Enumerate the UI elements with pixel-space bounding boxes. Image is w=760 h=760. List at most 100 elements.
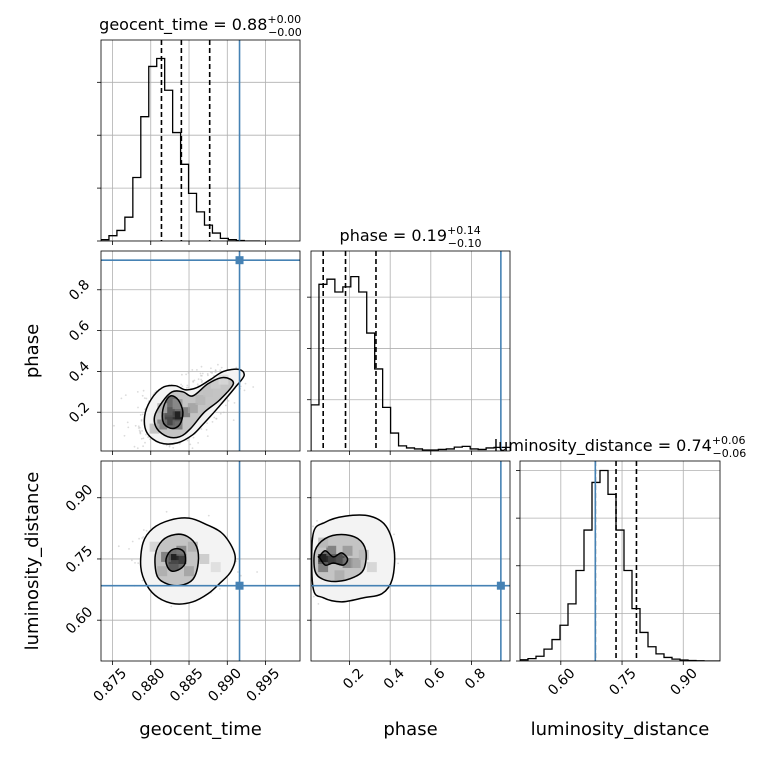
scatter-frame	[100, 250, 301, 452]
sample-point	[312, 525, 314, 528]
hist-bin	[391, 433, 399, 451]
hist-step-line	[311, 275, 510, 451]
sample-point	[147, 436, 150, 439]
sample-point	[237, 571, 239, 573]
sample-point	[307, 567, 309, 569]
sample-point	[137, 425, 140, 428]
x-tick-label: 0.885	[167, 665, 207, 705]
sample-point	[305, 549, 307, 551]
sample-point	[141, 430, 144, 432]
truth-marker	[496, 581, 505, 590]
y-tick-label: 0.4	[66, 358, 93, 385]
hist-bin	[616, 530, 624, 661]
sample-point	[134, 424, 137, 427]
density-cell	[172, 399, 183, 410]
y-tick-label: 0.90	[63, 482, 96, 515]
sample-point	[220, 366, 223, 369]
hist-bin	[109, 236, 117, 241]
title-upper-err: +0.14	[447, 224, 481, 237]
sample-point	[142, 437, 145, 440]
sample-point	[205, 428, 208, 431]
sample-point	[178, 442, 181, 445]
density-cell	[157, 566, 168, 577]
sample-point	[145, 529, 148, 532]
sample-point	[149, 438, 152, 441]
sample-point	[141, 537, 144, 539]
sample-point	[293, 533, 295, 535]
sample-point	[189, 443, 192, 446]
sample-point	[124, 394, 127, 396]
sample-point	[304, 576, 306, 578]
hist-bin	[608, 494, 616, 661]
hist-bin	[624, 571, 632, 661]
sample-point	[307, 536, 309, 538]
x-tick-label: 0.6	[421, 665, 448, 692]
scatter-panel-geocent_time-luminosity_distance	[101, 461, 300, 661]
sample-point	[187, 372, 190, 374]
x-tick-label: 0.880	[129, 665, 169, 705]
sample-point	[303, 568, 305, 570]
title-lower-err: −0.10	[448, 237, 482, 250]
sample-point	[193, 379, 196, 382]
sample-point	[139, 432, 142, 435]
sample-point	[197, 378, 200, 381]
x-tick-label: 0.890	[205, 665, 245, 705]
density-cell	[326, 545, 337, 556]
density-cell	[172, 419, 183, 430]
hist-bin	[197, 212, 205, 241]
sample-point	[197, 442, 200, 444]
sample-point	[136, 391, 139, 393]
sample-point	[123, 434, 126, 437]
sample-point	[142, 445, 145, 448]
title-luminosity_distance: luminosity_distance = 0.74+0.06 −0.06	[494, 434, 747, 460]
sample-point	[201, 374, 203, 377]
sample-point	[139, 414, 142, 416]
hist-bin	[351, 277, 359, 451]
sample-point	[170, 452, 172, 454]
density-cell	[195, 395, 206, 405]
hist-bin	[133, 178, 141, 241]
x-tick-label: 0.4	[381, 665, 408, 692]
density-cell	[184, 566, 194, 577]
sample-point	[207, 374, 209, 377]
x-tick-label: 0.90	[668, 665, 701, 698]
density-cell	[172, 411, 183, 422]
sample-point	[306, 552, 308, 554]
density-cell	[180, 407, 191, 418]
density-cell	[203, 386, 214, 397]
y-tick-label: 0.6	[66, 318, 93, 345]
sample-point	[308, 560, 310, 562]
density-cell	[149, 541, 160, 552]
sample-point	[201, 372, 204, 375]
sample-point	[186, 439, 189, 442]
title-value: geocent_time = 0.88	[99, 15, 267, 35]
x-tick-label: 0.75	[606, 665, 639, 698]
y-axis-label-phase: phase	[22, 324, 43, 378]
density-cell	[149, 423, 160, 434]
density-cell	[210, 378, 221, 389]
sample-point	[207, 514, 210, 517]
contour-outer	[311, 514, 396, 603]
title-lower-err: −0.06	[713, 447, 747, 460]
sample-point	[133, 445, 136, 448]
sample-point	[309, 573, 311, 575]
sample-point	[305, 538, 307, 540]
sample-point	[137, 406, 139, 409]
hist-bin	[640, 632, 648, 661]
y-axis-label-luminosity_distance: luminosity_distance	[22, 472, 43, 651]
density-cell	[334, 570, 345, 581]
sample-point	[187, 386, 190, 389]
sample-point	[217, 363, 219, 366]
density-cell	[318, 554, 329, 564]
y-tick-label: 0.2	[66, 399, 93, 426]
sample-point	[305, 557, 307, 559]
hist-bin	[656, 654, 664, 661]
density-cell	[210, 562, 221, 573]
density-cell	[334, 554, 345, 564]
title-phase: phase = 0.19+0.14 −0.10	[340, 224, 482, 250]
sample-point	[113, 424, 115, 427]
scatter-panel-phase-luminosity_distance	[293, 461, 510, 661]
hist-bin	[149, 66, 157, 241]
title-upper-err: +0.06	[712, 434, 746, 447]
sample-point	[309, 563, 311, 565]
